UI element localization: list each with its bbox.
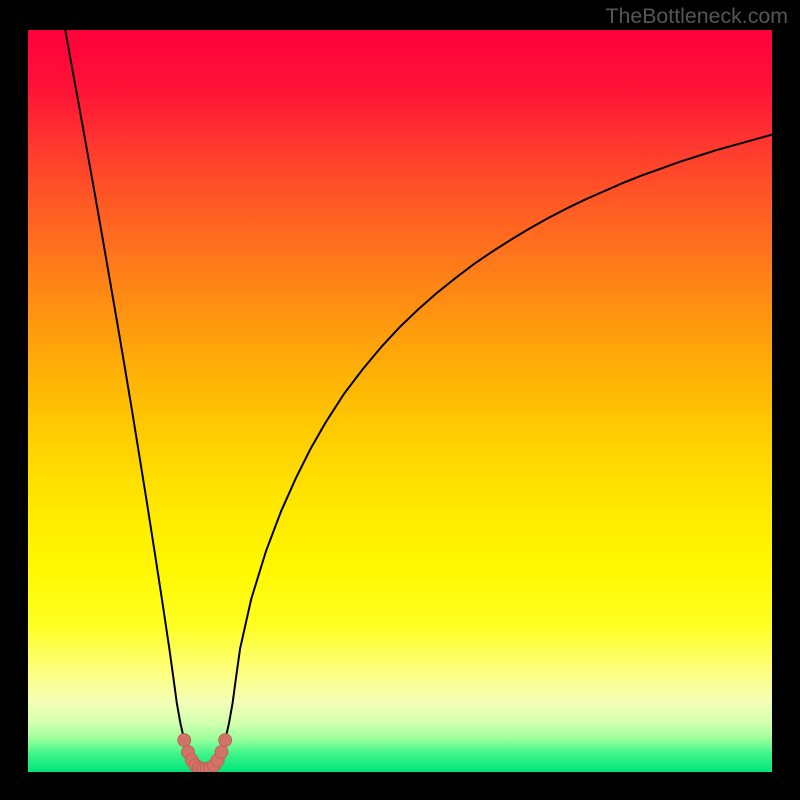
curve-path bbox=[65, 30, 772, 769]
trough-marker bbox=[215, 745, 228, 758]
trough-marker bbox=[178, 734, 191, 747]
chart-frame: TheBottleneck.com bbox=[0, 0, 800, 800]
watermark-text: TheBottleneck.com bbox=[605, 4, 788, 29]
plot-area bbox=[28, 30, 772, 772]
trough-markers bbox=[178, 734, 232, 772]
trough-marker bbox=[219, 734, 232, 747]
bottleneck-curve bbox=[28, 30, 772, 772]
